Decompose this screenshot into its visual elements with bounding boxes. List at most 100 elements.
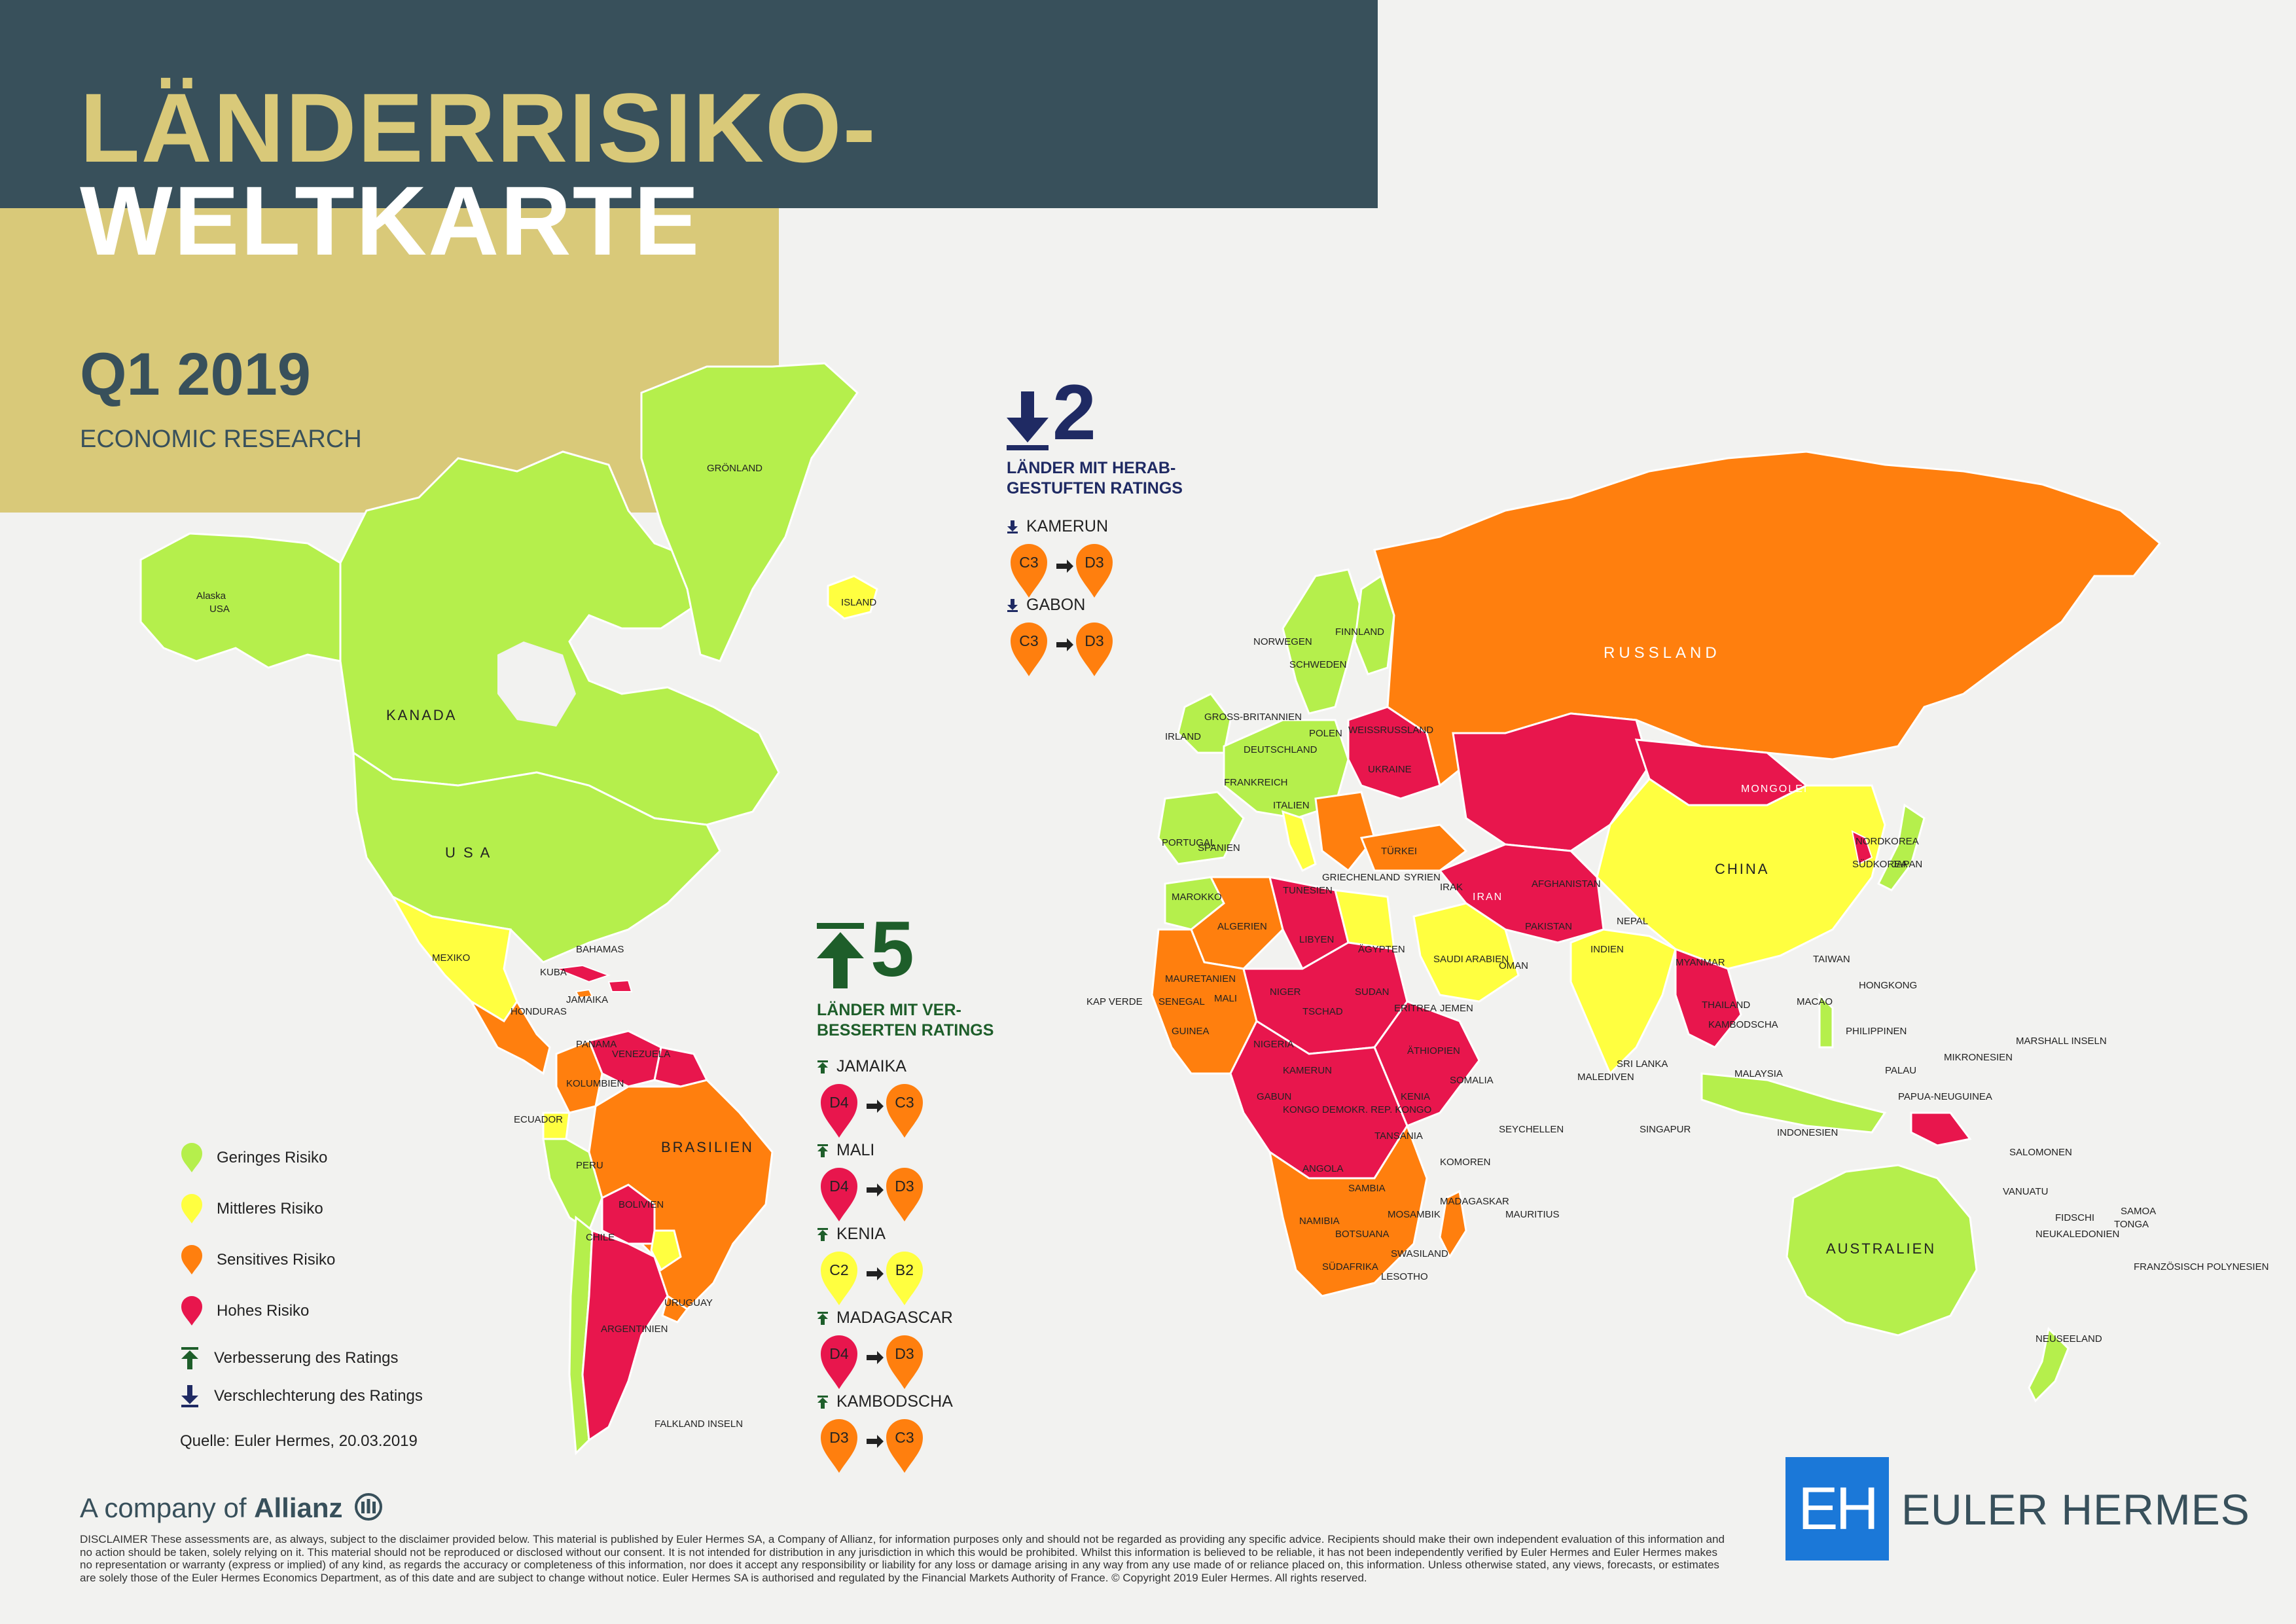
downgrade-caption-2: GESTUFTEN RATINGS [1007, 479, 1183, 498]
rating-to-pin-text: B2 [895, 1261, 914, 1278]
label-panama: PANAMA [576, 1039, 617, 1050]
country-suedliches-afrika[interactable] [1268, 1123, 1428, 1297]
legend-improve-label: Verbesserung des Ratings [214, 1349, 399, 1367]
country-argentinien[interactable] [581, 1229, 669, 1442]
rating-country: KAMERUN [1026, 517, 1109, 535]
label-algerien: ALGERIEN [1217, 921, 1267, 932]
label-russland: RUSSLAND [1604, 644, 1721, 662]
country-jamaika[interactable] [575, 988, 594, 999]
title-band [0, 0, 1378, 208]
label-senegal: SENEGAL [1158, 996, 1205, 1007]
country-groenland[interactable] [640, 362, 859, 662]
label-tschad: TSCHAD [1302, 1006, 1343, 1017]
country-peru[interactable] [542, 1138, 603, 1233]
label-kambodscha: KAMBODSCHA [1708, 1019, 1778, 1030]
label-italien: ITALIEN [1273, 800, 1310, 811]
label-mauretanien: MAURETANIEN [1165, 973, 1236, 984]
label-uruguay: URUGUAY [664, 1297, 713, 1308]
rating-from-pin: C3 [1011, 544, 1047, 598]
label-palau: PALAU [1885, 1065, 1916, 1076]
economic-research-label: ECONOMIC RESEARCH [80, 425, 362, 453]
label-chile: CHILE [586, 1232, 615, 1243]
quarter-subtitle: Q1 2019 [80, 341, 311, 408]
label-aethiopien: ÄTHIOPIEN [1407, 1045, 1460, 1056]
logo-letters: EH [1798, 1475, 1879, 1542]
label-frankreich: FRANKREICH [1224, 777, 1288, 788]
country-alaska[interactable] [139, 532, 342, 669]
label-thailand: THAILAND [1702, 1000, 1750, 1011]
country-italien[interactable] [1282, 810, 1317, 873]
label-samoa: SAMOA [2121, 1206, 2156, 1217]
country-neuseeland[interactable] [2028, 1326, 2070, 1403]
label-nepal: NEPAL [1617, 916, 1648, 927]
rating-to-pin: D3 [1076, 544, 1113, 598]
label-griechenland: GRIECHENLAND [1322, 872, 1400, 883]
country-philippinen[interactable] [1818, 992, 1834, 1049]
label-australien: AUSTRALIEN [1826, 1240, 1936, 1257]
label-saudi: SAUDI ARABIEN [1433, 954, 1509, 965]
country-central-america[interactable] [468, 998, 551, 1075]
label-kap-verde: KAP VERDE [1086, 996, 1143, 1007]
country-suedostasien[interactable] [1674, 947, 1742, 1049]
rating-to-pin: D3 [886, 1168, 923, 1221]
rating-to-pin-text: C3 [895, 1429, 914, 1446]
country-gb-irland[interactable] [1177, 693, 1232, 754]
label-komoren: KOMOREN [1440, 1157, 1491, 1168]
country-island[interactable] [827, 575, 878, 620]
logo-name: EULER HERMES [1901, 1485, 2250, 1534]
label-jemen: JEMEN [1440, 1003, 1473, 1014]
label-indonesien: INDONESIEN [1777, 1127, 1838, 1138]
country-nordkorea[interactable] [1851, 830, 1873, 865]
country-uruguay[interactable] [661, 1294, 689, 1324]
country-saudi-arabien[interactable] [1412, 902, 1520, 1003]
label-salomonen: SALOMONEN [2009, 1147, 2072, 1158]
country-norwegen-schweden[interactable] [1282, 568, 1363, 715]
country-finnland[interactable] [1354, 574, 1395, 676]
disclaimer-text: DISCLAIMER These assessments are, as alw… [80, 1533, 1725, 1584]
country-spanien-portugal[interactable] [1157, 791, 1245, 865]
country-papua-neuguinea[interactable] [1910, 1111, 1972, 1147]
country-kasachstan-zentralasien[interactable] [1452, 712, 1651, 852]
label-alaska: Alaska [196, 590, 226, 602]
label-nigeria: NIGERIA [1253, 1039, 1294, 1050]
rating-from-pin: D4 [821, 1335, 857, 1389]
label-gabun: GABUN [1257, 1091, 1291, 1102]
label-kongo: KONGO [1283, 1104, 1319, 1115]
country-china[interactable] [1596, 778, 1886, 970]
rating-to-pin: D3 [886, 1335, 923, 1389]
country-madagaskar[interactable] [1439, 1189, 1467, 1259]
improve-arrow-icon [817, 1311, 828, 1325]
rating-to-pin: B2 [886, 1252, 923, 1305]
label-philippinen: PHILIPPINEN [1846, 1026, 1907, 1037]
label-kanada: KANADA [386, 707, 457, 723]
country-kuba[interactable] [556, 964, 611, 983]
country-japan[interactable] [1876, 803, 1926, 892]
improve-arrow-icon [817, 1227, 828, 1241]
upgrade-count: 5 [870, 905, 914, 993]
country-indien[interactable] [1570, 928, 1677, 1075]
label-malediven: MALEDIVEN [1577, 1072, 1634, 1083]
label-taiwan: TAIWAN [1813, 954, 1850, 965]
country-australien[interactable] [1785, 1164, 1978, 1337]
label-neuseeland: NEUSEELAND [2036, 1333, 2102, 1344]
allianz-tagline: A company of Allianz [80, 1492, 383, 1524]
legend-item-sensitive: Sensitives Risiko [180, 1235, 423, 1286]
rating-change-kambodscha: KAMBODSCHA D3 C3 [817, 1392, 1026, 1476]
upgrade-list: JAMAIKA D4 C3 MALI D4 D3 KENIA C2 B2 MAD… [817, 1057, 1026, 1476]
country-balkan[interactable] [1314, 791, 1376, 873]
label-vanuatu: VANUATU [2003, 1186, 2048, 1197]
rating-from-pin-text: D3 [829, 1429, 848, 1446]
country-tuerkei[interactable] [1359, 823, 1468, 872]
rating-from-pin: D4 [821, 1168, 857, 1221]
label-sri-lanka: SRI LANKA [1617, 1058, 1668, 1070]
rating-arrow-icon [867, 1267, 884, 1280]
country-malaysia-indonesien[interactable] [1700, 1072, 1887, 1134]
label-mauritius: MAURITIUS [1505, 1209, 1560, 1220]
country-haiti-domrep[interactable] [607, 979, 633, 992]
rating-country: MALI [836, 1141, 875, 1159]
label-argentinien: ARGENTINIEN [601, 1324, 668, 1335]
rating-from-pin-text: D4 [829, 1094, 849, 1111]
label-sambia: SAMBIA [1348, 1183, 1386, 1194]
label-polen: POLEN [1309, 728, 1342, 739]
country-paraguay[interactable] [650, 1229, 682, 1272]
